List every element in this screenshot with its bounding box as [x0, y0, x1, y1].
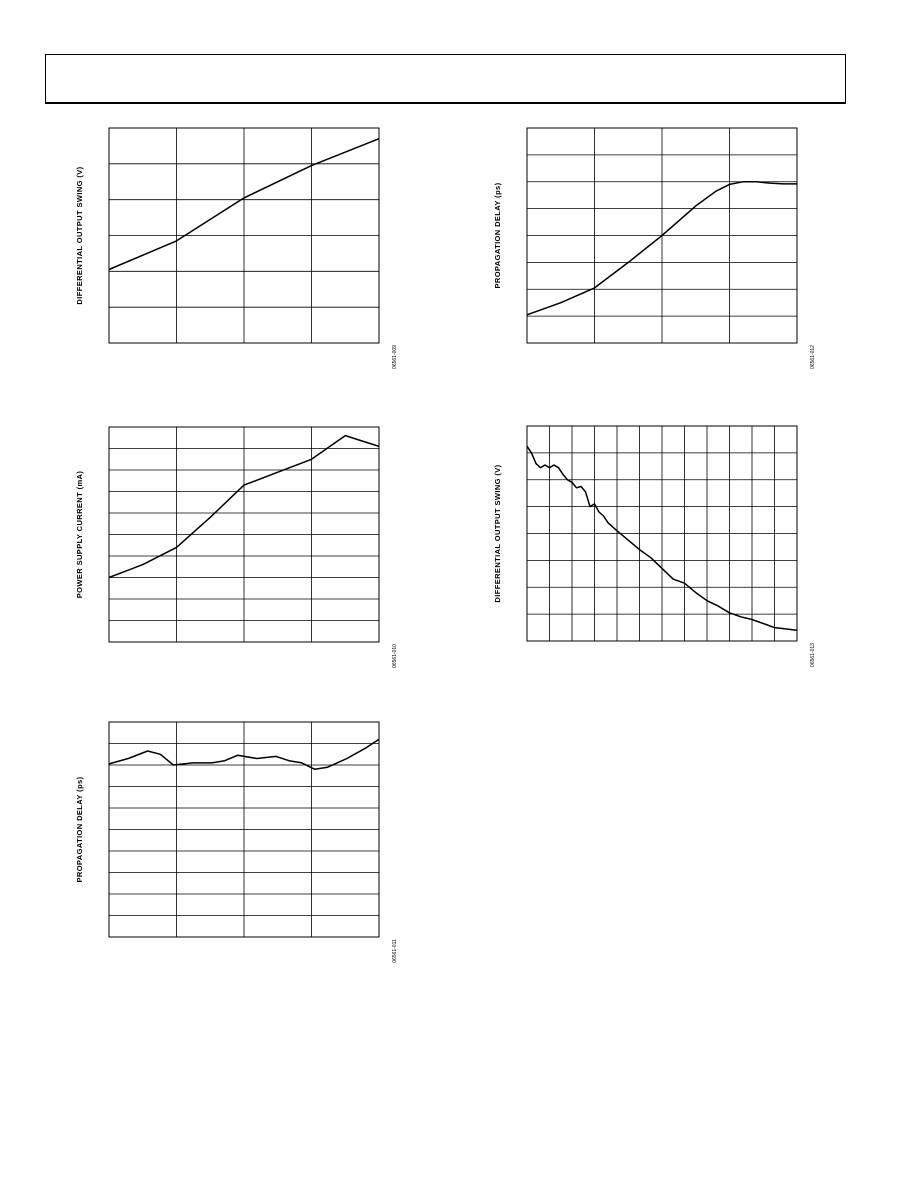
- y-axis-label: POWER SUPPLY CURRENT (mA): [75, 471, 84, 599]
- chart-svg: PROPAGATION DELAY (ps) 06561-012: [493, 127, 816, 369]
- plot-frame: [108, 426, 380, 643]
- chart-svg: DIFFERENTIAL OUTPUT SWING (V) 06561-009: [75, 127, 398, 369]
- series-line: [526, 445, 798, 632]
- figure-id: 06561-009: [392, 345, 398, 369]
- figure-id: 06561-010: [392, 644, 398, 668]
- y-axis-label: DIFFERENTIAL OUTPUT SWING (V): [493, 464, 502, 602]
- figure-id: 06561-013: [810, 643, 816, 667]
- chart-svg: POWER SUPPLY CURRENT (mA) 06561-010: [75, 426, 398, 668]
- series-line: [108, 738, 380, 771]
- page-header-box: [45, 54, 846, 104]
- series-line: [108, 434, 380, 579]
- y-axis-label: DIFFERENTIAL OUTPUT SWING (V): [75, 166, 84, 304]
- chart-svg: DIFFERENTIAL OUTPUT SWING (V) 06561-013: [493, 425, 816, 667]
- figure-id: 06561-011: [392, 939, 398, 963]
- y-axis-label: PROPAGATION DELAY (ps): [75, 776, 84, 882]
- figure-id: 06561-012: [810, 345, 816, 369]
- plot-frame: [526, 425, 798, 642]
- chart-differential-output-swing-2: DIFFERENTIAL OUTPUT SWING (V) 06561-013: [490, 418, 827, 676]
- plot-frame: [526, 127, 798, 344]
- chart-propagation-delay-1: PROPAGATION DELAY (ps) 06561-012: [490, 120, 827, 378]
- chart-svg: PROPAGATION DELAY (ps) 06561-011: [75, 721, 398, 963]
- series-line: [526, 181, 797, 316]
- series-line: [108, 138, 380, 271]
- chart-differential-output-swing-1: DIFFERENTIAL OUTPUT SWING (V) 06561-009: [72, 120, 409, 378]
- y-axis-label: PROPAGATION DELAY (ps): [493, 182, 502, 288]
- chart-power-supply-current: POWER SUPPLY CURRENT (mA) 06561-010: [72, 419, 409, 677]
- plot-frame: [108, 721, 380, 938]
- chart-propagation-delay-2: PROPAGATION DELAY (ps) 06561-011: [72, 714, 409, 972]
- plot-frame: [108, 127, 380, 344]
